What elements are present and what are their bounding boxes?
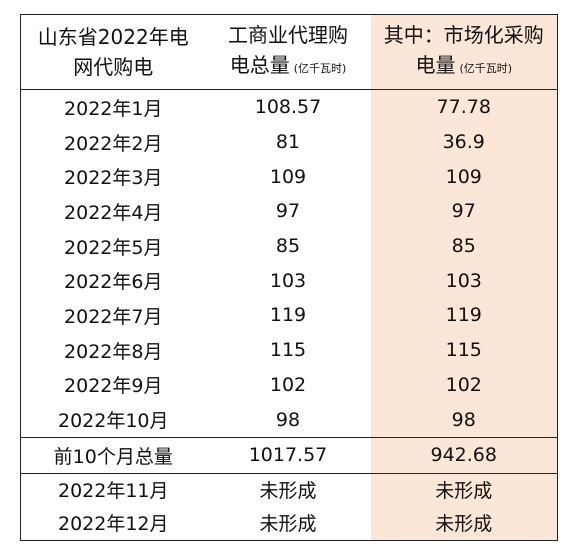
cell-value: 未形成 bbox=[370, 505, 558, 541]
cell-value: 81 bbox=[275, 131, 301, 154]
cell-value: 102 bbox=[370, 367, 558, 403]
cell-value: 97 bbox=[275, 200, 301, 223]
row-label: 2022年1月 bbox=[64, 97, 163, 120]
month-row: 2022年7月 119 119 bbox=[21, 298, 558, 333]
cell-value: 102 bbox=[269, 373, 307, 396]
total-row: 前10个月总量 1017.57 942.68 bbox=[20, 436, 558, 474]
cell-value: 85 bbox=[275, 235, 301, 258]
cell-value: 未形成 bbox=[370, 473, 558, 506]
header-unit: (亿千瓦时) bbox=[459, 62, 513, 75]
cell-value: 85 bbox=[370, 228, 558, 264]
row-label: 2022年3月 bbox=[64, 167, 163, 190]
row-label: 2022年5月 bbox=[64, 236, 163, 259]
cell-value: 103 bbox=[370, 263, 558, 299]
cell-value: 103 bbox=[269, 269, 307, 292]
month-row: 2022年5月 85 85 bbox=[21, 228, 558, 264]
cell-value: 36.9 bbox=[370, 124, 558, 160]
cell-value: 115 bbox=[370, 332, 558, 368]
month-row: 2022年2月 81 36.9 bbox=[21, 124, 558, 160]
row-label: 前10个月总量 bbox=[20, 436, 206, 474]
cell-value: 109 bbox=[269, 165, 307, 188]
cell-value: 77.78 bbox=[370, 89, 558, 125]
row-label: 2022年6月 bbox=[64, 271, 163, 294]
cell-value: 942.68 bbox=[370, 436, 558, 474]
header-text: 工商业代理购电总量 bbox=[228, 23, 348, 77]
cell-value: 98 bbox=[370, 402, 558, 438]
row-label: 2022年12月 bbox=[57, 513, 169, 536]
cell-value: 1017.57 bbox=[205, 436, 371, 474]
cell-value: 108.57 bbox=[254, 96, 322, 119]
header-cell: 其中：市场化采购电量 (亿千瓦时) bbox=[370, 14, 558, 90]
cell-value: 97 bbox=[370, 194, 558, 229]
cell-value: 未形成 bbox=[259, 513, 317, 536]
header-cell: 山东省2022年电网代购电 bbox=[20, 14, 206, 90]
header-text: 山东省2022年电网代购电 bbox=[37, 25, 189, 79]
cell-value: 115 bbox=[269, 339, 307, 362]
month-row: 2022年10月 98 98 bbox=[21, 402, 558, 438]
row-label: 2022年10月 bbox=[57, 410, 169, 433]
cell-value: 98 bbox=[275, 408, 301, 431]
row-label: 2022年2月 bbox=[64, 132, 163, 155]
row-label: 2022年8月 bbox=[64, 340, 163, 363]
month-row: 2022年3月 109 109 bbox=[21, 159, 558, 195]
header-cell: 工商业代理购电总量 (亿千瓦时) bbox=[205, 14, 371, 90]
month-row: 2022年4月 97 97 bbox=[21, 194, 558, 229]
month-row: 2022年9月 102 102 bbox=[21, 367, 558, 403]
table-body: 山东省2022年电网代购电 工商业代理购电总量 (亿千瓦时) 其中：市场化采购电量… bbox=[20, 14, 558, 541]
pending-row: 2022年12月 未形成 未形成 bbox=[21, 505, 558, 541]
row-label: 2022年7月 bbox=[64, 305, 163, 328]
pending-row: 2022年11月 未形成 未形成 bbox=[21, 473, 558, 506]
month-row: 2022年1月 108.57 77.78 bbox=[21, 89, 558, 125]
header-text: 其中：市场化采购电量 bbox=[383, 23, 544, 77]
cell-value: 119 bbox=[269, 304, 307, 327]
cell-value: 未形成 bbox=[259, 480, 317, 503]
row-label: 2022年9月 bbox=[64, 375, 163, 398]
row-label: 2022年4月 bbox=[64, 201, 163, 224]
data-table: 山东省2022年电网代购电 工商业代理购电总量 (亿千瓦时) 其中：市场化采购电量… bbox=[20, 14, 558, 541]
cell-value: 119 bbox=[370, 298, 558, 333]
month-row: 2022年6月 103 103 bbox=[21, 263, 558, 299]
row-label: 2022年11月 bbox=[57, 480, 169, 503]
month-row: 2022年8月 115 115 bbox=[21, 332, 558, 368]
cell-value: 109 bbox=[370, 159, 558, 195]
header-row: 山东省2022年电网代购电 工商业代理购电总量 (亿千瓦时) 其中：市场化采购电量… bbox=[20, 14, 558, 90]
header-unit: (亿千瓦时) bbox=[293, 62, 347, 75]
